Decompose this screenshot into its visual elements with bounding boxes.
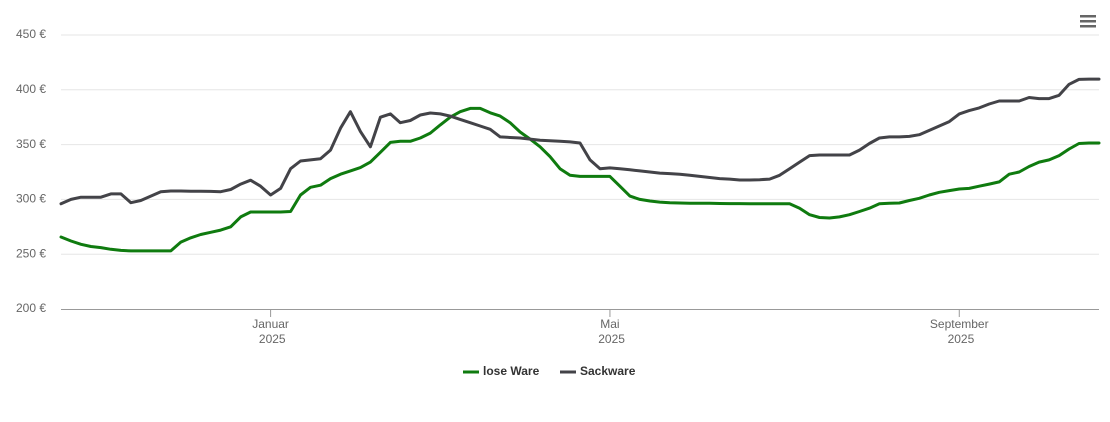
legend-label: lose Ware [483,364,540,378]
legend-item[interactable]: Sackware [560,364,636,378]
x-tick-label: Mai 2025 [595,317,625,346]
y-tick-label: 300 € [16,192,46,206]
y-tick-label: 400 € [16,82,46,96]
y-tick-label: 450 € [16,27,46,41]
menu-bar [1080,20,1096,23]
x-tick-label: Januar 2025 [252,317,289,346]
menu-bar [1080,15,1096,18]
y-tick-label: 200 € [16,301,46,315]
series-line [59,77,1101,206]
y-tick-label: 250 € [16,246,46,260]
y-tick-label: 350 € [16,137,46,151]
series-line [59,106,1101,253]
legend-item[interactable]: lose Ware [463,364,540,378]
menu-bar [1080,25,1096,28]
menu-icon[interactable] [1080,15,1096,28]
legend-label: Sackware [580,364,636,378]
x-tick-label: September 2025 [930,317,989,346]
